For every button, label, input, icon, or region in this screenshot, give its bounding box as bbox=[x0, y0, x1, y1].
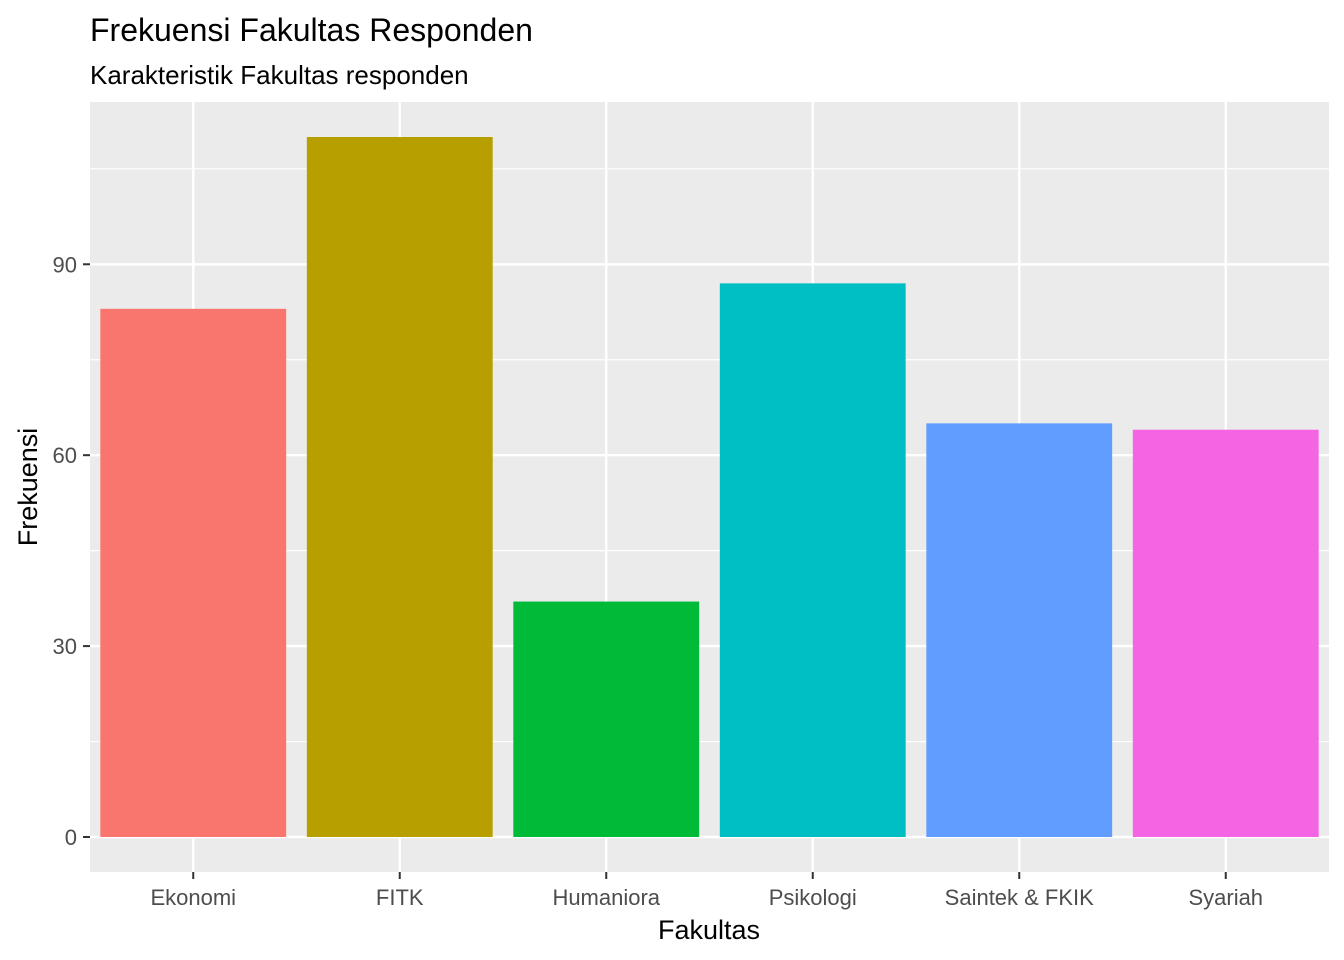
y-tick-label: 60 bbox=[53, 443, 77, 468]
bar-psikologi bbox=[719, 283, 906, 837]
y-tick-label: 0 bbox=[65, 825, 77, 850]
y-axis: 0 30 60 90 bbox=[53, 252, 90, 850]
chart-title: Frekuensi Fakultas Responden bbox=[90, 12, 533, 48]
chart-subtitle: Karakteristik Fakultas responden bbox=[90, 60, 469, 90]
bars bbox=[100, 137, 1319, 837]
x-axis: Ekonomi FITK Humaniora Psikologi Saintek & F… bbox=[150, 872, 1263, 910]
bar-fitk bbox=[306, 137, 493, 837]
bar-saintek-fkik bbox=[926, 423, 1113, 837]
x-tick-label: Psikologi bbox=[769, 885, 857, 910]
plot-panel bbox=[90, 102, 1329, 872]
x-tick-label: Saintek & FKIK bbox=[945, 885, 1095, 910]
y-tick-label: 30 bbox=[53, 634, 77, 659]
x-tick-label: Humaniora bbox=[552, 885, 660, 910]
x-tick-label: Ekonomi bbox=[150, 885, 236, 910]
x-tick-label: Syariah bbox=[1188, 885, 1263, 910]
bar-syariah bbox=[1132, 429, 1319, 837]
x-tick-label: FITK bbox=[376, 885, 424, 910]
bar-humaniora bbox=[513, 601, 700, 837]
bar-ekonomi bbox=[100, 308, 287, 837]
x-axis-title: Fakultas bbox=[658, 915, 760, 945]
y-axis-title: Frekuensi bbox=[13, 428, 43, 547]
y-tick-label: 90 bbox=[53, 252, 77, 277]
